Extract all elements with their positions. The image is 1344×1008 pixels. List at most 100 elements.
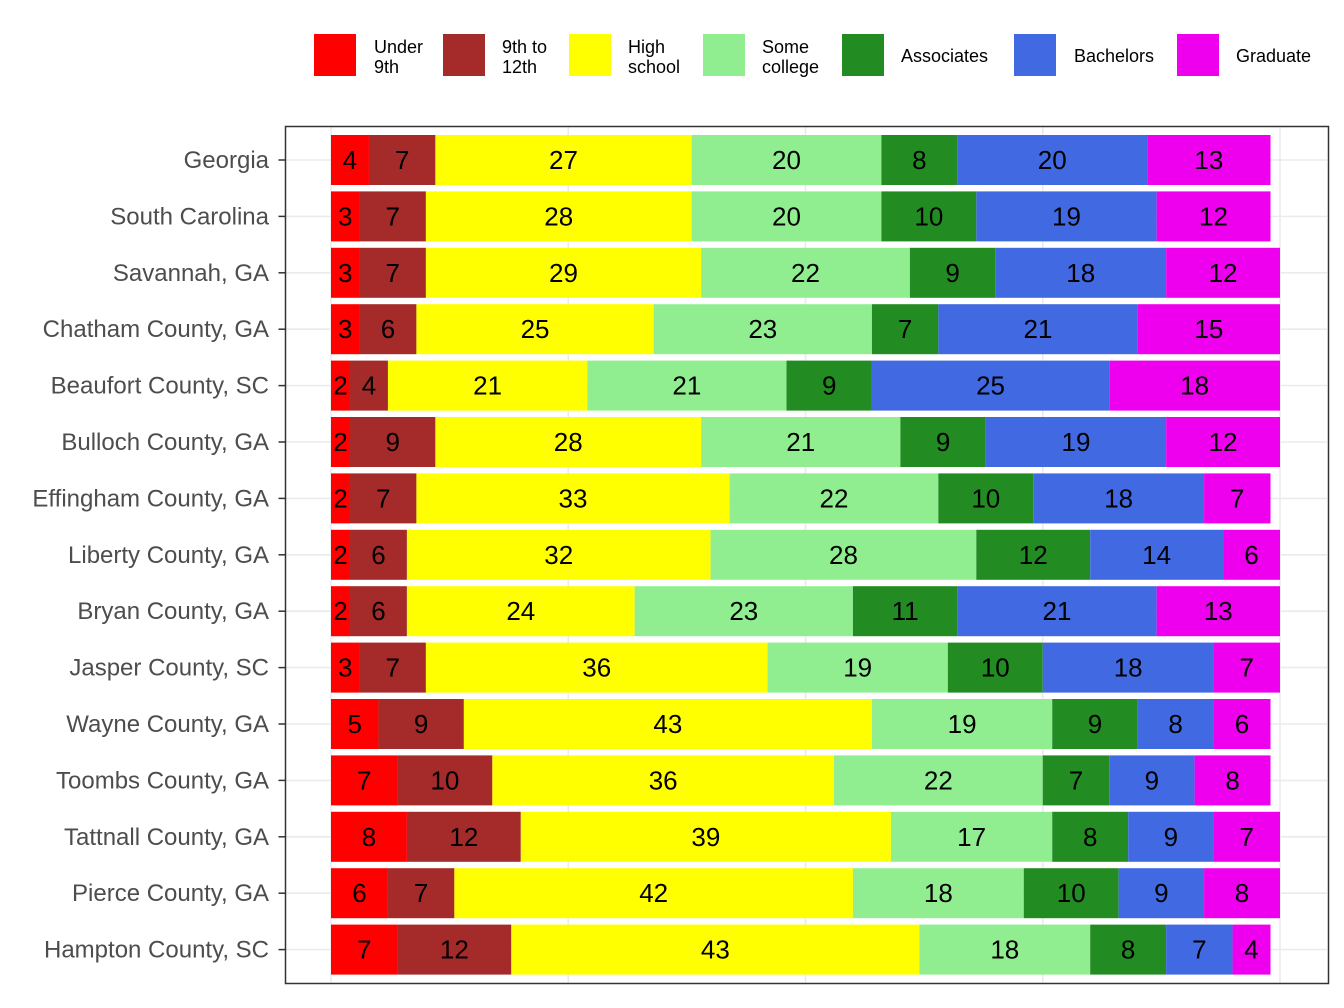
bar-value-label: 6 xyxy=(371,596,385,626)
legend-key-some-college xyxy=(703,34,745,76)
bar-value-label: 7 xyxy=(1240,653,1254,683)
bar-row-georgia xyxy=(331,135,1271,185)
bar-value-label: 29 xyxy=(549,258,578,288)
bar-segment-high-school xyxy=(520,811,891,862)
bar-segment-9th-to-12th xyxy=(359,191,426,242)
bar-value-label: 12 xyxy=(449,822,478,852)
bar-value-label: 7 xyxy=(357,765,371,795)
bar-value-label: 22 xyxy=(791,258,820,288)
bar-segment-associates xyxy=(871,304,939,355)
bar-value-label: 21 xyxy=(1024,314,1053,344)
bar-value-label: 2 xyxy=(333,371,347,401)
bar-value-label: 43 xyxy=(653,709,682,739)
bar-value-label: 36 xyxy=(649,765,678,795)
bar-value-label: 18 xyxy=(990,935,1019,965)
bar-segment-under-9th xyxy=(331,924,398,975)
bar-segment-under-9th xyxy=(331,811,407,862)
bar-segment-9th-to-12th xyxy=(368,135,436,185)
bar-value-label: 9 xyxy=(1154,878,1168,908)
bar-value-label: 25 xyxy=(521,314,550,344)
bar-segment-under-9th xyxy=(331,529,350,580)
bar-value-label: 43 xyxy=(701,935,730,965)
bar-value-label: 21 xyxy=(1043,596,1072,626)
bar-value-label: 9 xyxy=(414,709,428,739)
bar-segment-bachelors xyxy=(1118,868,1205,919)
legend-item-associates: Associates xyxy=(842,34,988,76)
bar-value-label: 42 xyxy=(639,878,668,908)
y-tick-label: Pierce County, GA xyxy=(72,880,269,907)
bar-segment-9th-to-12th xyxy=(359,642,426,693)
bar-value-label: 8 xyxy=(1121,935,1135,965)
y-tick-label: Chatham County, GA xyxy=(43,316,269,343)
bar-value-label: 25 xyxy=(976,371,1005,401)
bar-value-label: 9 xyxy=(1164,822,1178,852)
bar-segment-bachelors xyxy=(1137,699,1214,749)
bar-value-label: 32 xyxy=(544,540,573,570)
bar-segment-9th-to-12th xyxy=(349,473,417,524)
bar-segment-graduate xyxy=(1137,304,1280,355)
bar-segment-high-school xyxy=(454,868,853,919)
legend-key-under-9th xyxy=(314,34,356,76)
bar-segment-associates xyxy=(881,191,977,242)
bar-segment-graduate xyxy=(1204,868,1280,919)
y-tick-label: Wayne County, GA xyxy=(66,711,269,738)
legend-label: Under 9th xyxy=(374,37,423,77)
bar-value-label: 13 xyxy=(1194,145,1223,175)
bar-value-label: 8 xyxy=(1225,765,1239,795)
bar-segment-graduate xyxy=(1223,529,1280,580)
bar-segment-bachelors xyxy=(1090,529,1224,580)
bar-segment-under-9th xyxy=(331,473,350,524)
legend-label: Graduate xyxy=(1236,46,1311,66)
bar-value-label: 7 xyxy=(1069,765,1083,795)
bar-value-label: 10 xyxy=(430,765,459,795)
bar-value-label: 9 xyxy=(1088,709,1102,739)
bar-segment-some-college xyxy=(691,191,882,242)
y-tick-label: Bryan County, GA xyxy=(77,598,269,625)
bar-row-chatham-county-ga xyxy=(331,304,1280,355)
bar-segment-bachelors xyxy=(976,191,1157,242)
bar-segment-under-9th xyxy=(331,586,350,637)
bar-segment-9th-to-12th xyxy=(387,868,455,919)
bar-value-label: 20 xyxy=(772,201,801,231)
bar-value-label: 7 xyxy=(395,145,409,175)
bar-value-label: 2 xyxy=(333,483,347,513)
bar-segment-under-9th xyxy=(331,247,360,298)
bar-segment-under-9th xyxy=(331,868,388,919)
bar-segment-graduate xyxy=(1194,755,1271,806)
bar-value-label: 8 xyxy=(1083,822,1097,852)
bar-segment-associates xyxy=(1090,924,1167,975)
bar-segment-associates xyxy=(909,247,996,298)
bar-value-label: 4 xyxy=(343,145,357,175)
bar-segment-associates xyxy=(881,135,958,185)
bar-value-label: 22 xyxy=(820,483,849,513)
bar-segment-9th-to-12th xyxy=(349,529,407,580)
bar-value-label: 18 xyxy=(1114,653,1143,683)
bar-value-label: 19 xyxy=(948,709,977,739)
bar-segment-high-school xyxy=(416,304,654,355)
bar-value-label: 7 xyxy=(357,935,371,965)
bar-segment-graduate xyxy=(1156,191,1271,242)
bar-value-label: 28 xyxy=(829,540,858,570)
bar-segment-some-college xyxy=(653,304,872,355)
bar-value-label: 18 xyxy=(924,878,953,908)
bar-segment-graduate xyxy=(1213,642,1280,693)
bar-value-label: 14 xyxy=(1142,540,1171,570)
bar-value-label: 19 xyxy=(843,653,872,683)
bar-segment-some-college xyxy=(919,924,1091,975)
bar-value-label: 10 xyxy=(971,483,1000,513)
bar-value-label: 5 xyxy=(347,709,361,739)
bar-segment-graduate xyxy=(1213,699,1271,749)
bar-segment-associates xyxy=(900,417,986,467)
legend-item-bachelors: Bachelors xyxy=(1014,34,1154,76)
bar-segment-high-school xyxy=(425,191,692,242)
bar-segment-high-school xyxy=(492,755,834,806)
bar-segment-9th-to-12th xyxy=(349,417,436,467)
y-tick-label: Jasper County, SC xyxy=(69,655,269,682)
legend-key-graduate xyxy=(1177,34,1219,76)
bar-segment-9th-to-12th xyxy=(349,586,407,637)
bar-value-label: 2 xyxy=(333,427,347,457)
bars xyxy=(331,135,1280,975)
bar-value-label: 7 xyxy=(1192,935,1206,965)
bar-segment-some-college xyxy=(691,135,882,185)
bar-value-label: 3 xyxy=(338,653,352,683)
